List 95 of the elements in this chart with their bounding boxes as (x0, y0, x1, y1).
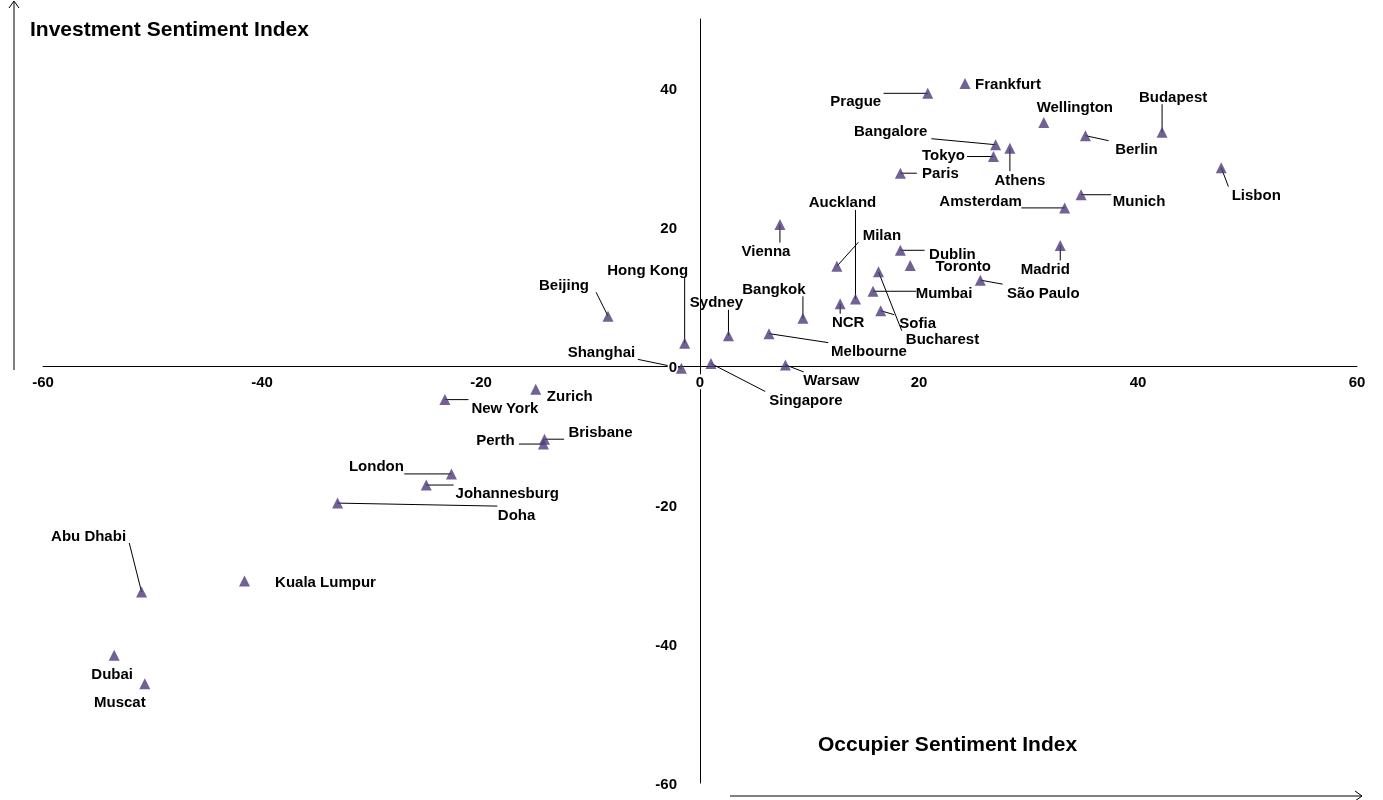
annotation: Muscat (93, 693, 146, 711)
x-tick-label: 20 (910, 373, 928, 391)
annotation: Zurich (546, 386, 593, 404)
point (987, 151, 999, 163)
annotation: Warsaw (803, 371, 860, 389)
annotation: Prague (830, 91, 882, 109)
point (990, 139, 1002, 151)
x-tick-label: -40 (251, 373, 273, 391)
point (420, 479, 432, 491)
x-tick-label: 60 (1348, 373, 1366, 391)
point (238, 575, 250, 587)
annotation: Brisbane (568, 422, 633, 440)
point (537, 438, 549, 450)
annotation: Frankfurt (975, 75, 1041, 93)
annotation: Kuala Lumpur (275, 573, 377, 591)
point (602, 310, 614, 322)
annotation: Auckland (808, 193, 877, 211)
point (797, 312, 809, 324)
annotation: São Paulo (1007, 283, 1080, 301)
annotation: NCR (831, 313, 865, 331)
point (849, 293, 861, 305)
annotation: Lisbon (1231, 186, 1281, 204)
point (904, 260, 916, 272)
annotation: Amsterdam (939, 192, 1022, 210)
point (1054, 239, 1066, 251)
y-axis-title: Investment Sentiment Index (30, 17, 310, 40)
point (872, 266, 884, 278)
annotation: Bangkok (742, 279, 807, 297)
point (1075, 189, 1087, 201)
annotation: Mumbai (915, 283, 973, 301)
y-tick-label: -60 (655, 774, 677, 792)
point (1038, 116, 1050, 128)
point (831, 260, 843, 272)
point (332, 497, 344, 509)
annotation: Milan (862, 225, 902, 243)
point (439, 394, 451, 406)
point (445, 468, 457, 480)
annotation: Wellington (1036, 97, 1114, 115)
point (834, 298, 846, 310)
x-tick-label: 40 (1129, 373, 1147, 391)
point (867, 285, 879, 297)
x-tick-label: -20 (470, 373, 492, 391)
annotation: Athens (994, 170, 1046, 188)
point (1215, 162, 1227, 174)
annotation: Hong Kong (607, 260, 689, 278)
annotation: London (348, 457, 404, 475)
annotation: Vienna (741, 242, 792, 260)
point (136, 586, 148, 598)
annotation: Bucharest (905, 330, 980, 348)
annotation: New York (471, 399, 539, 417)
point (1156, 126, 1168, 138)
point (959, 78, 971, 90)
annotation: Tokyo (921, 146, 965, 164)
annotation: Dubai (91, 664, 134, 682)
annotation: Sofia (899, 314, 937, 332)
annotation: Doha (497, 505, 536, 523)
point (530, 383, 542, 395)
point (108, 649, 120, 661)
annotation: Paris (922, 163, 959, 181)
x-axis-title: Occupier Sentiment Index (818, 732, 1078, 755)
annotation: Johannesburg (455, 483, 559, 501)
point (875, 305, 887, 317)
point (1004, 142, 1016, 154)
y-tick-label: 0 (668, 357, 677, 375)
point (705, 357, 717, 369)
point (763, 328, 775, 340)
annotation: Shanghai (567, 342, 636, 360)
point (139, 678, 151, 690)
y-tick-label: 20 (660, 218, 677, 236)
point (722, 330, 734, 342)
annotation: Dublin (929, 244, 976, 262)
y-tick-label: 40 (660, 79, 677, 97)
annotation: Beijing (539, 275, 590, 293)
annotation: Perth (476, 430, 515, 448)
annotation: Munich (1112, 192, 1166, 210)
y-tick-label: -40 (655, 635, 677, 653)
annotation: Bangalore (853, 122, 928, 140)
point (894, 167, 906, 179)
annotation: Melbourne (831, 342, 907, 360)
point (922, 87, 934, 99)
point (974, 274, 986, 286)
x-tick-label: 0 (695, 373, 705, 391)
point (679, 337, 691, 349)
point (779, 359, 791, 371)
point (774, 219, 786, 231)
annotation: Budapest (1138, 87, 1208, 105)
point (894, 244, 906, 256)
annotation: Singapore (769, 390, 843, 408)
annotation: Abu Dhabi (51, 526, 127, 544)
point (1059, 202, 1071, 214)
annotation: Berlin (1115, 140, 1158, 158)
annotation: Madrid (1020, 259, 1070, 277)
point (1079, 130, 1091, 142)
x-tick-label: -60 (32, 373, 54, 391)
y-tick-label: -20 (655, 496, 677, 514)
